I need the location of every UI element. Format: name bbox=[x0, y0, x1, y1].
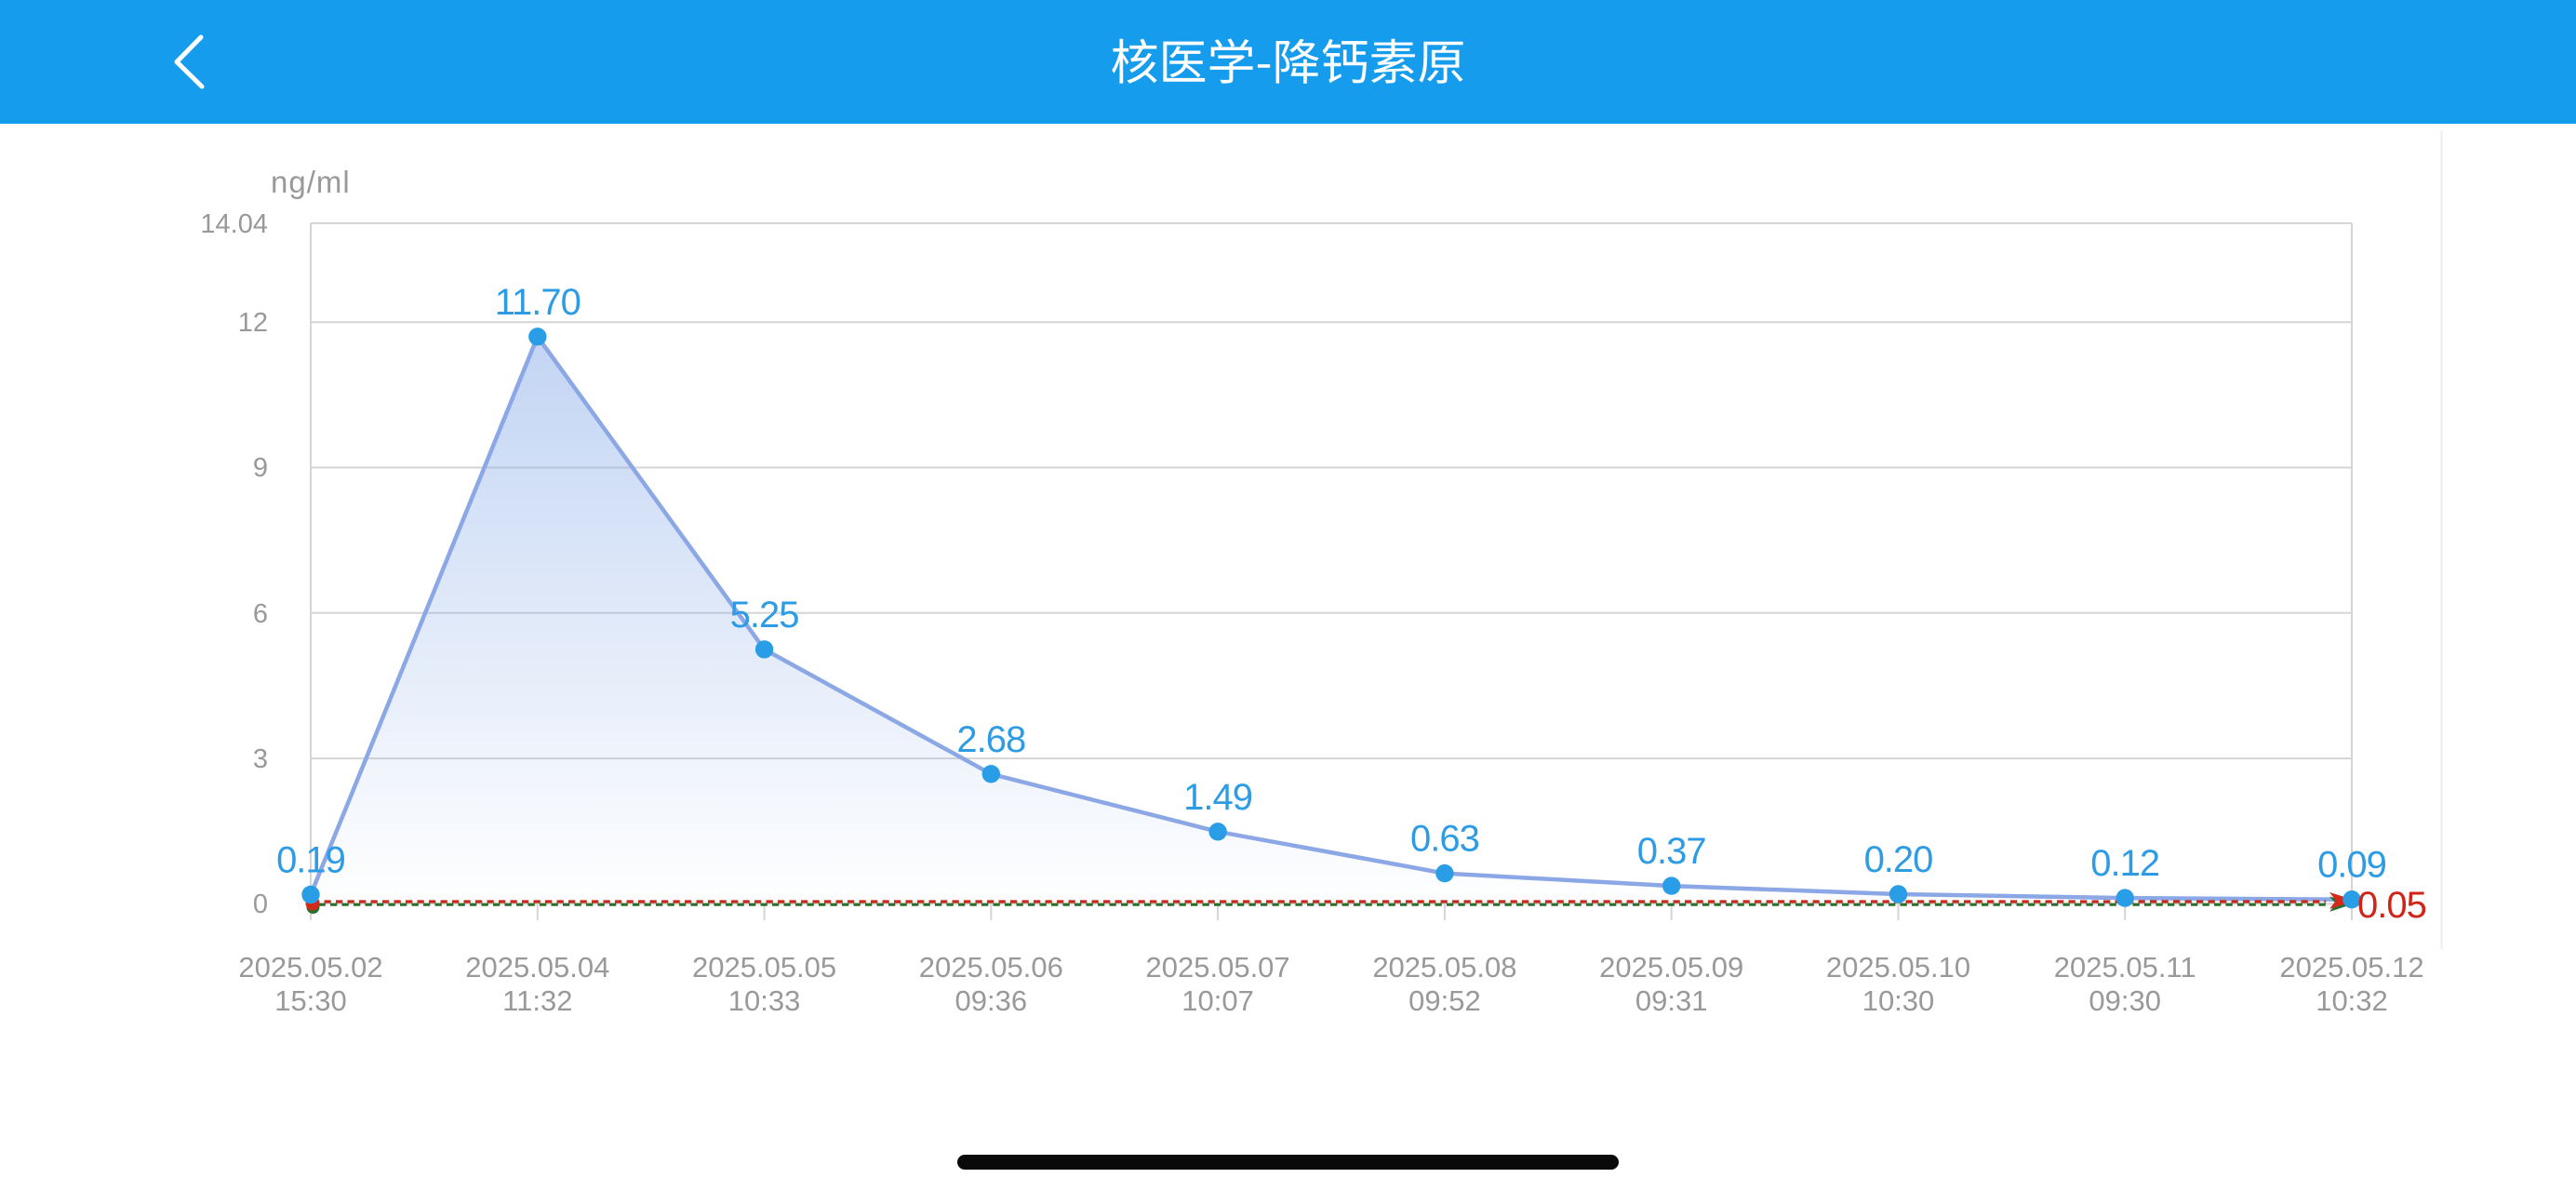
svg-text:0.09: 0.09 bbox=[2317, 845, 2386, 886]
svg-text:14.04: 14.04 bbox=[200, 209, 268, 239]
svg-text:2025.05.04: 2025.05.04 bbox=[465, 951, 609, 984]
svg-text:2025.05.11: 2025.05.11 bbox=[2054, 951, 2196, 984]
svg-text:2025.05.07: 2025.05.07 bbox=[1146, 951, 1290, 984]
svg-text:6: 6 bbox=[253, 599, 268, 629]
svg-text:09:52: 09:52 bbox=[1408, 984, 1481, 1017]
svg-text:10:32: 10:32 bbox=[2316, 984, 2388, 1017]
svg-text:0.37: 0.37 bbox=[1637, 831, 1706, 872]
svg-text:09:30: 09:30 bbox=[2089, 984, 2161, 1017]
svg-text:0: 0 bbox=[253, 890, 268, 919]
svg-text:11.70: 11.70 bbox=[495, 282, 581, 323]
svg-text:5.25: 5.25 bbox=[730, 595, 799, 636]
svg-text:12: 12 bbox=[238, 308, 268, 338]
svg-text:2025.05.02: 2025.05.02 bbox=[238, 951, 382, 984]
svg-text:09:36: 09:36 bbox=[955, 984, 1028, 1017]
svg-text:2025.05.10: 2025.05.10 bbox=[1826, 951, 1970, 984]
svg-text:10:07: 10:07 bbox=[1181, 984, 1254, 1017]
svg-text:11:32: 11:32 bbox=[502, 984, 572, 1017]
svg-text:0.12: 0.12 bbox=[2090, 843, 2159, 884]
svg-text:2025.05.12: 2025.05.12 bbox=[2279, 951, 2423, 984]
svg-text:2025.05.05: 2025.05.05 bbox=[692, 951, 836, 984]
svg-text:10:33: 10:33 bbox=[728, 984, 801, 1017]
svg-text:0.05: 0.05 bbox=[2357, 885, 2426, 926]
svg-text:09:31: 09:31 bbox=[1635, 984, 1708, 1017]
svg-text:0.19: 0.19 bbox=[276, 840, 345, 881]
svg-text:2025.05.09: 2025.05.09 bbox=[1599, 951, 1743, 984]
svg-text:ng/ml: ng/ml bbox=[271, 165, 351, 199]
svg-text:3: 3 bbox=[253, 744, 268, 774]
svg-text:10:30: 10:30 bbox=[1862, 984, 1935, 1017]
svg-text:1.49: 1.49 bbox=[1183, 777, 1252, 818]
svg-text:2.68: 2.68 bbox=[956, 719, 1025, 760]
svg-text:0.20: 0.20 bbox=[1864, 839, 1933, 880]
svg-text:0.63: 0.63 bbox=[1410, 819, 1479, 860]
svg-text:15:30: 15:30 bbox=[274, 984, 347, 1017]
svg-text:9: 9 bbox=[253, 453, 268, 483]
svg-text:2025.05.06: 2025.05.06 bbox=[919, 951, 1063, 984]
svg-text:2025.05.08: 2025.05.08 bbox=[1372, 951, 1516, 984]
